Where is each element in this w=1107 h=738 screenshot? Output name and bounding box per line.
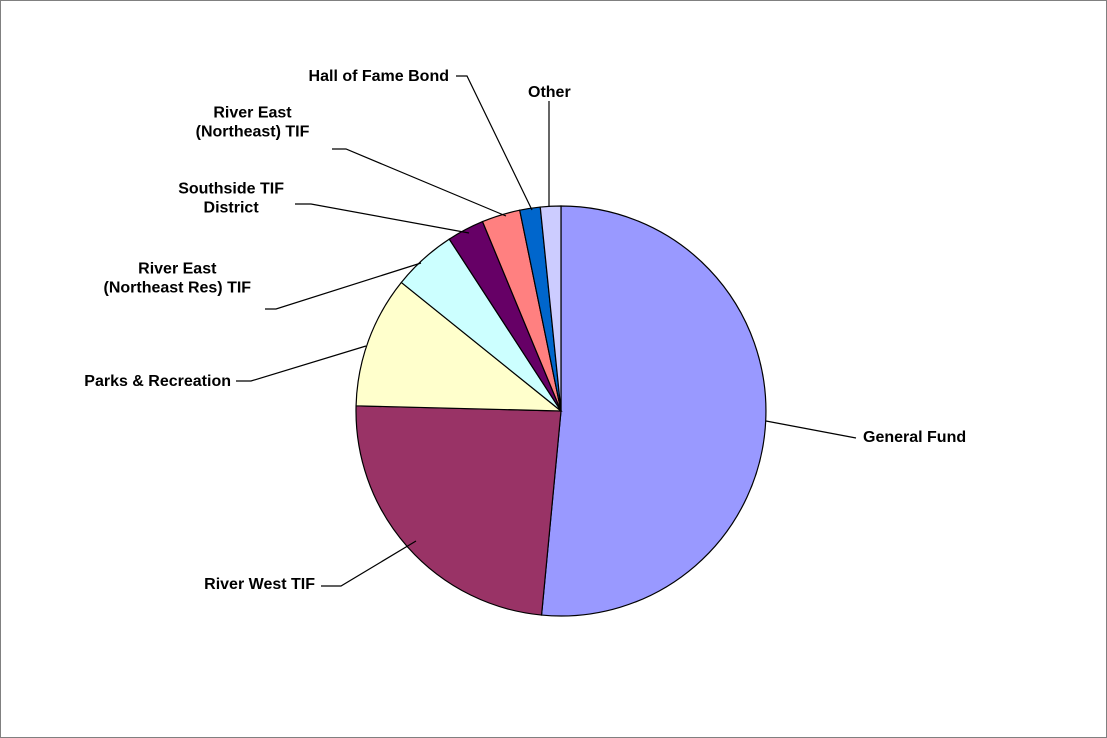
leader-line-3 — [265, 262, 422, 310]
slice-labels: General Fund River West TIF Parks & Recrea… — [84, 68, 966, 593]
slice-label-line-3-0: River East — [138, 261, 217, 278]
slice-label-6: Hall of Fame Bond — [309, 68, 449, 85]
slice-label-line-4-0: Southside TIF — [178, 181, 284, 198]
slice-label-7: Other — [528, 84, 571, 101]
slice-label-line-5-1: (Northeast) TIF — [196, 124, 310, 141]
leader-line-1 — [321, 540, 417, 587]
pie-slice-0 — [540, 205, 767, 617]
leader-line-4 — [295, 203, 470, 234]
slice-label-line-1-0: River West TIF — [204, 576, 315, 593]
slice-label-line-7-0: Other — [528, 84, 571, 101]
slice-label-line-4-1: District — [204, 200, 260, 217]
pie-slices — [355, 205, 767, 617]
pie-slice-1 — [355, 405, 562, 616]
leader-line-2 — [236, 345, 367, 382]
slice-label-1: River West TIF — [204, 576, 315, 593]
slice-label-line-3-1: (Northeast Res) TIF — [104, 280, 252, 297]
leader-line-0 — [765, 420, 857, 439]
leader-lines — [236, 75, 857, 587]
leader-line-5 — [332, 148, 507, 217]
slice-label-line-6-0: Hall of Fame Bond — [309, 68, 449, 85]
slice-label-line-5-0: River East — [213, 105, 292, 122]
slice-label-2: Parks & Recreation — [84, 373, 231, 390]
slice-label-3: River East (Northeast Res) TIF — [104, 261, 252, 297]
pie-slice-2 — [355, 281, 563, 412]
slice-label-line-0-0: General Fund — [863, 429, 966, 446]
slice-label-line-2-0: Parks & Recreation — [84, 373, 231, 390]
pie-slice-7 — [539, 205, 562, 412]
slice-label-4: Southside TIF District — [178, 181, 284, 217]
leader-line-6 — [456, 75, 533, 211]
slice-label-0: General Fund — [863, 429, 966, 446]
slice-label-5: River East (Northeast) TIF — [196, 105, 310, 141]
